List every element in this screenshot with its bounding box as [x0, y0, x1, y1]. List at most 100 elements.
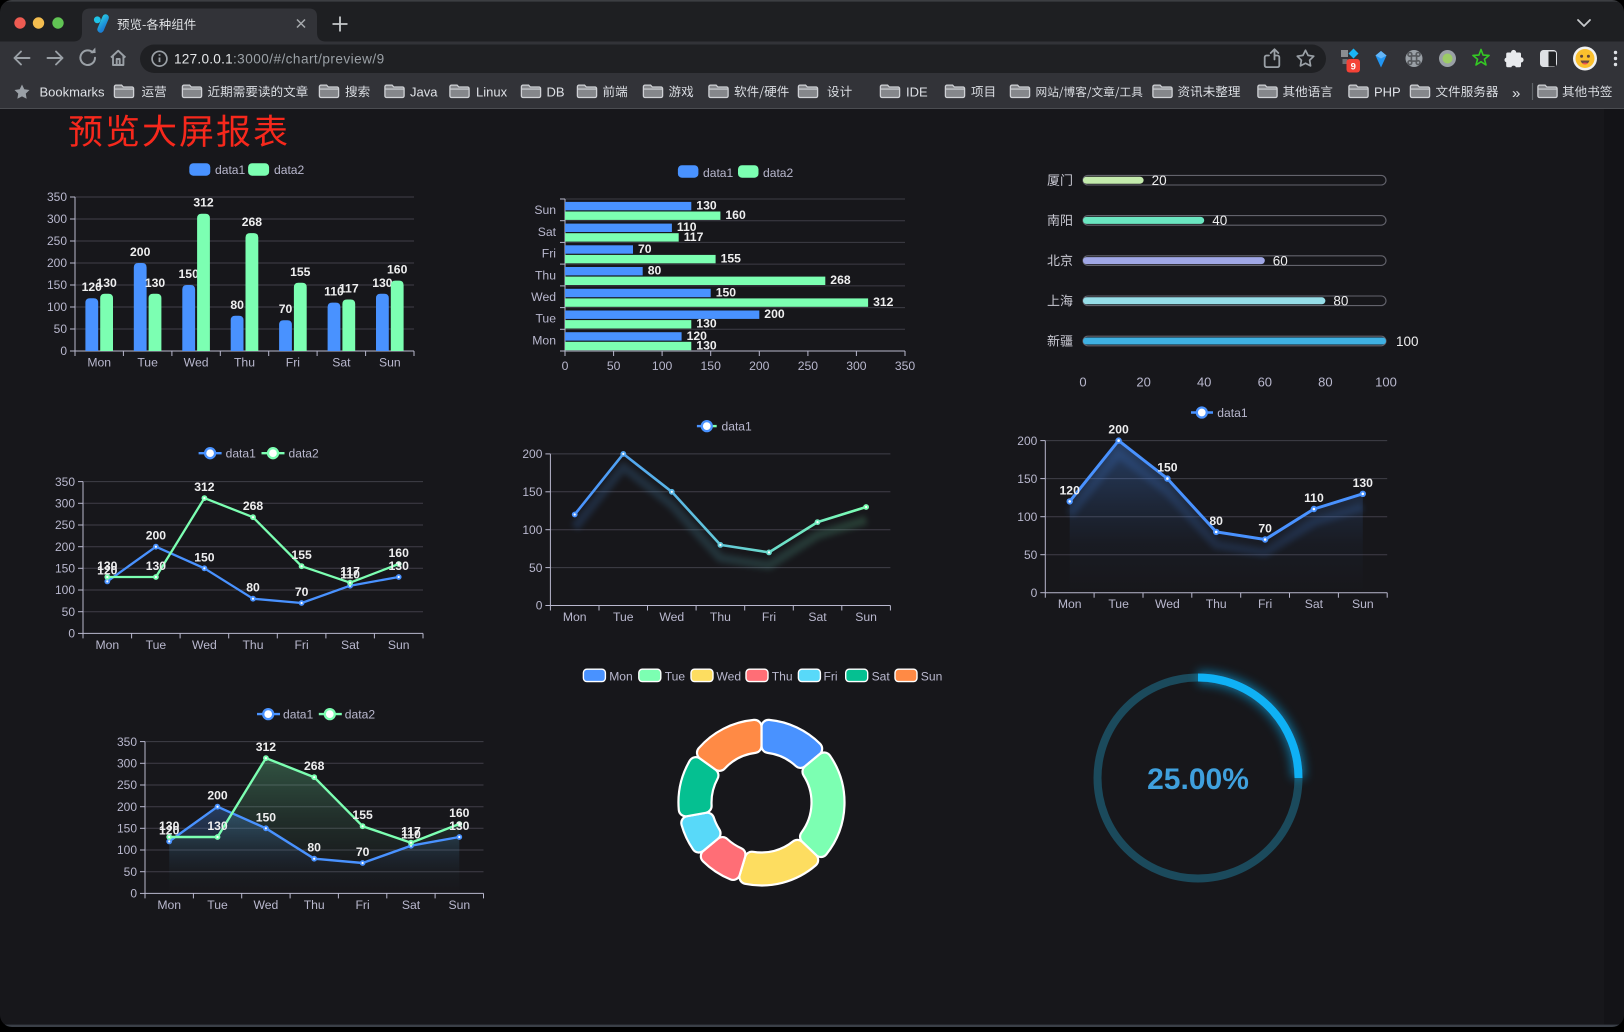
svg-text:200: 200: [1108, 423, 1129, 437]
svg-text:120: 120: [1060, 483, 1081, 497]
svg-text:25.00%: 25.00%: [1147, 763, 1249, 796]
svg-text:data1: data1: [703, 166, 734, 180]
svg-text:70: 70: [356, 845, 370, 859]
svg-text:40: 40: [1212, 213, 1227, 228]
svg-text:160: 160: [389, 546, 410, 560]
svg-text:50: 50: [62, 605, 76, 619]
svg-text:Thu: Thu: [1206, 597, 1227, 611]
svg-text:Wed: Wed: [192, 638, 217, 652]
svg-text:130: 130: [97, 559, 118, 573]
svg-text:60: 60: [1273, 253, 1288, 268]
svg-text:Wed: Wed: [659, 610, 684, 624]
svg-text:160: 160: [387, 263, 408, 277]
svg-text:200: 200: [146, 529, 167, 543]
svg-text:127.0.0.1:3000/#/chart/preview: 127.0.0.1:3000/#/chart/preview/9: [174, 52, 385, 67]
svg-text:130: 130: [146, 559, 167, 573]
svg-text:Sun: Sun: [855, 610, 877, 624]
svg-text:0: 0: [1031, 586, 1038, 600]
svg-text:Thu: Thu: [772, 669, 793, 683]
svg-text:200: 200: [1017, 434, 1037, 448]
svg-text:Sat: Sat: [808, 610, 827, 624]
svg-text:100: 100: [1396, 334, 1419, 349]
svg-text:350: 350: [895, 359, 916, 373]
svg-text:200: 200: [749, 359, 770, 373]
svg-text:155: 155: [721, 252, 742, 266]
svg-text:Sat: Sat: [332, 356, 351, 370]
svg-text:117: 117: [340, 565, 360, 579]
svg-text:Tue: Tue: [613, 610, 634, 624]
svg-text:155: 155: [290, 265, 311, 279]
svg-text:Fri: Fri: [294, 638, 308, 652]
svg-text:80: 80: [648, 264, 662, 278]
svg-text:100: 100: [522, 523, 542, 537]
svg-text:268: 268: [243, 499, 264, 513]
svg-text:110: 110: [1304, 491, 1324, 505]
svg-text:data1: data1: [1217, 406, 1248, 420]
svg-text:0: 0: [68, 627, 75, 641]
svg-text:50: 50: [529, 561, 543, 575]
svg-text:»: »: [1512, 85, 1520, 102]
svg-text:130: 130: [145, 276, 166, 290]
svg-text:Mon: Mon: [532, 333, 556, 347]
svg-text:150: 150: [117, 822, 137, 836]
svg-text:312: 312: [873, 295, 894, 309]
svg-text:110: 110: [340, 568, 360, 582]
svg-text:Mon: Mon: [87, 356, 111, 370]
svg-text:data2: data2: [763, 166, 794, 180]
svg-text:Mon: Mon: [157, 898, 181, 912]
svg-text:155: 155: [291, 548, 312, 562]
svg-text:Sun: Sun: [388, 638, 410, 652]
svg-text:130: 130: [1353, 476, 1374, 490]
svg-text:Fri: Fri: [824, 669, 838, 683]
svg-text:80: 80: [230, 298, 244, 312]
svg-text:100: 100: [55, 583, 75, 597]
svg-text:80: 80: [307, 841, 321, 855]
svg-text:130: 130: [207, 819, 228, 833]
svg-text:100: 100: [47, 300, 67, 314]
svg-text:70: 70: [279, 302, 293, 316]
svg-text:data2: data2: [345, 707, 376, 721]
svg-text:Wed: Wed: [253, 898, 278, 912]
svg-text:80: 80: [246, 581, 260, 595]
svg-text:Wed: Wed: [716, 669, 741, 683]
svg-text:150: 150: [716, 285, 737, 299]
svg-text:IDE: IDE: [906, 85, 928, 100]
svg-text:200: 200: [117, 800, 137, 814]
svg-text:150: 150: [701, 359, 722, 373]
svg-text:60: 60: [1258, 375, 1272, 390]
svg-text:150: 150: [47, 278, 67, 292]
svg-text:0: 0: [536, 599, 543, 613]
svg-text:120: 120: [97, 563, 118, 577]
svg-text:150: 150: [1017, 472, 1037, 486]
svg-text:50: 50: [54, 322, 68, 336]
svg-text:70: 70: [1258, 522, 1272, 536]
svg-text:Java: Java: [410, 85, 438, 100]
svg-text:350: 350: [117, 735, 137, 749]
svg-text:50: 50: [1024, 548, 1038, 562]
svg-text:20: 20: [1136, 375, 1150, 390]
svg-text:117: 117: [401, 825, 421, 839]
svg-text:Sun: Sun: [379, 356, 401, 370]
svg-text:110: 110: [677, 220, 697, 234]
svg-text:150: 150: [194, 550, 215, 564]
svg-text:data1: data1: [215, 163, 246, 177]
svg-text:Sun: Sun: [1352, 597, 1374, 611]
svg-text:200: 200: [764, 307, 785, 321]
svg-text:130: 130: [389, 559, 410, 573]
svg-text:data2: data2: [289, 447, 320, 461]
svg-text:250: 250: [55, 518, 75, 532]
svg-text:50: 50: [124, 865, 138, 879]
svg-text:100: 100: [652, 359, 673, 373]
svg-text:110: 110: [324, 285, 344, 299]
svg-text:Thu: Thu: [304, 898, 325, 912]
svg-text:Fri: Fri: [1258, 597, 1272, 611]
svg-text:Fri: Fri: [286, 356, 300, 370]
svg-text:130: 130: [372, 276, 393, 290]
svg-text:350: 350: [47, 190, 67, 204]
svg-text:200: 200: [130, 245, 151, 259]
svg-text:Fri: Fri: [355, 898, 369, 912]
svg-text:268: 268: [304, 759, 325, 773]
svg-text:Wed: Wed: [1155, 597, 1180, 611]
svg-text:70: 70: [638, 242, 652, 256]
svg-text:9: 9: [1351, 62, 1356, 73]
